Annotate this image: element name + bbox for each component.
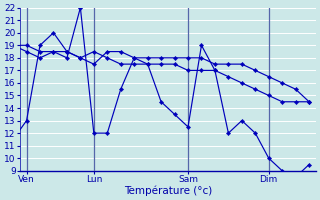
X-axis label: Température (°c): Température (°c) (124, 185, 212, 196)
